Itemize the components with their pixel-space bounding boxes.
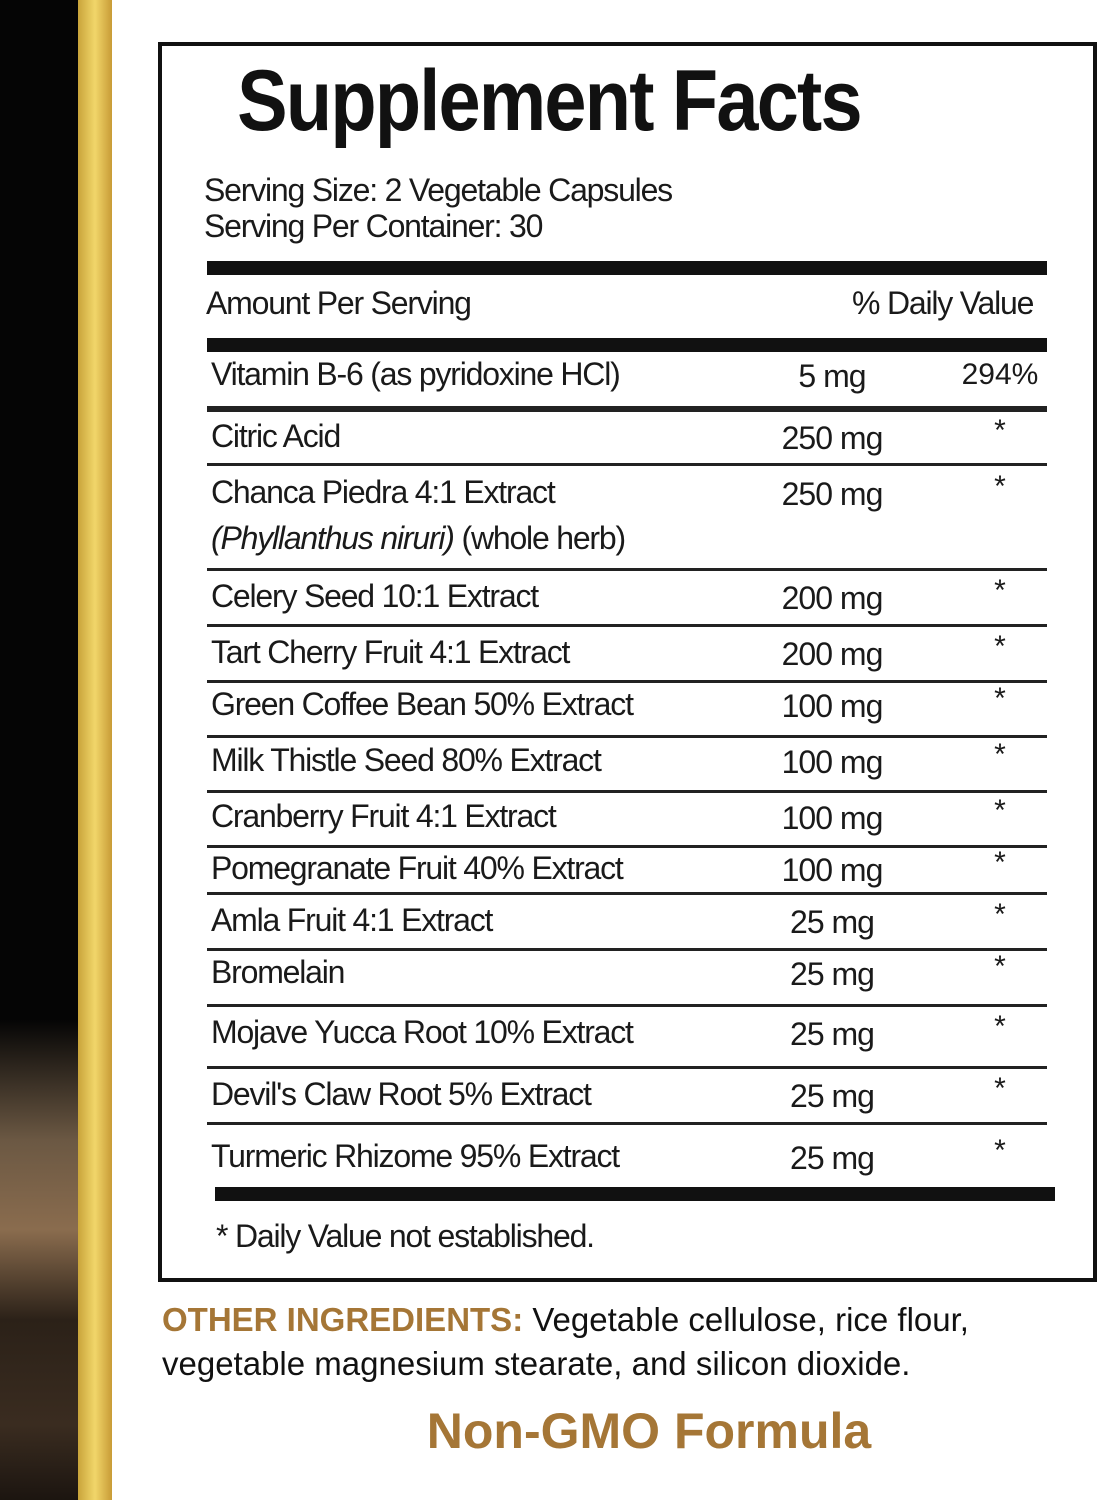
ingredient-name: Bromelain [211,954,345,990]
gold-border-strip [78,0,112,1500]
row-divider [207,735,1047,738]
daily-value: * [994,574,1006,607]
ingredient-amount: 25 mg [790,1078,875,1114]
ingredient-name: Tart Cherry Fruit 4:1 Extract [211,634,570,670]
daily-value: * [994,1134,1006,1167]
divider-thick [207,338,1047,352]
daily-value: 294% [961,358,1039,391]
latin-name: (Phyllanthus niruri) [211,520,455,556]
row-divider [207,845,1047,848]
row-divider [207,624,1047,627]
ingredient-amount: 25 mg [790,1016,875,1052]
servings-per-container: Serving Per Container: 30 [204,208,543,244]
row-divider [207,406,1047,412]
row-divider [207,568,1047,571]
panel-title: Supplement Facts [237,53,862,149]
ingredient-name: Citric Acid [211,418,341,454]
other-ingredients: OTHER INGREDIENTS: Vegetable cellulose, … [162,1298,1098,1386]
row-divider [207,680,1047,683]
daily-value: * [994,846,1006,879]
row-divider [207,790,1047,793]
non-gmo-badge: Non-GMO Formula [426,1403,872,1459]
ingredient-name: Celery Seed 10:1 Extract [211,578,539,614]
ingredient-amount: 25 mg [790,1140,875,1176]
ingredient-name: Green Coffee Bean 50% Extract [211,686,634,722]
daily-value: * [994,682,1006,715]
daily-value: * [994,1072,1006,1105]
ingredient-amount: 100 mg [781,744,884,780]
divider-thick [215,1187,1055,1201]
daily-value: * [994,738,1006,771]
ingredient-amount: 25 mg [790,904,875,940]
daily-value: * [994,414,1006,447]
daily-value: * [994,630,1006,663]
row-divider [207,1122,1047,1125]
daily-value-header: % Daily Value [852,285,1034,321]
other-ingredients-label: OTHER INGREDIENTS: [162,1301,524,1338]
dark-side-strip [0,0,78,1500]
ingredient-amount: 25 mg [790,956,875,992]
ingredient-name: Mojave Yucca Root 10% Extract [211,1014,634,1050]
ingredient-amount: 250 mg [781,420,884,456]
daily-value: * [994,470,1006,503]
supplement-facts-panel [158,42,1097,1282]
ingredient-name: Vitamin B-6 (as pyridoxine HCl) [211,356,621,392]
daily-value: * [994,794,1006,827]
ingredient-latin-name: (Phyllanthus niruri) (whole herb) [211,520,626,557]
ingredient-name: Chanca Piedra 4:1 Extract [211,474,556,510]
ingredient-name: Cranberry Fruit 4:1 Extract [211,798,557,834]
ingredient-amount: 200 mg [781,580,884,616]
ingredient-name: Pomegranate Fruit 40% Extract [211,850,624,886]
ingredient-name: Turmeric Rhizome 95% Extract [211,1138,620,1174]
daily-value: * [994,898,1006,931]
daily-value: * [994,950,1006,983]
ingredient-name: Devil's Claw Root 5% Extract [211,1076,592,1112]
daily-value: * [994,1010,1006,1043]
serving-size: Serving Size: 2 Vegetable Capsules [204,172,673,208]
ingredient-amount: 100 mg [781,688,884,724]
divider-thick [207,261,1047,275]
other-ingredients-text: Vegetable cellulose, rice flour, vegetab… [162,1301,969,1382]
amount-per-serving-header: Amount Per Serving [206,285,472,321]
row-divider [207,1066,1047,1069]
ingredient-amount: 100 mg [781,800,884,836]
ingredient-amount: 5 mg [798,358,866,394]
ingredient-name: Milk Thistle Seed 80% Extract [211,742,602,778]
row-divider [207,463,1047,466]
row-divider [207,948,1047,951]
footnote: * Daily Value not established. [216,1218,595,1254]
row-divider [207,892,1047,895]
plant-part: (whole herb) [461,520,626,556]
ingredient-amount: 100 mg [781,852,884,888]
row-divider [207,1004,1047,1007]
ingredient-amount: 250 mg [781,476,884,512]
ingredient-amount: 200 mg [781,636,884,672]
ingredient-name: Amla Fruit 4:1 Extract [211,902,493,938]
